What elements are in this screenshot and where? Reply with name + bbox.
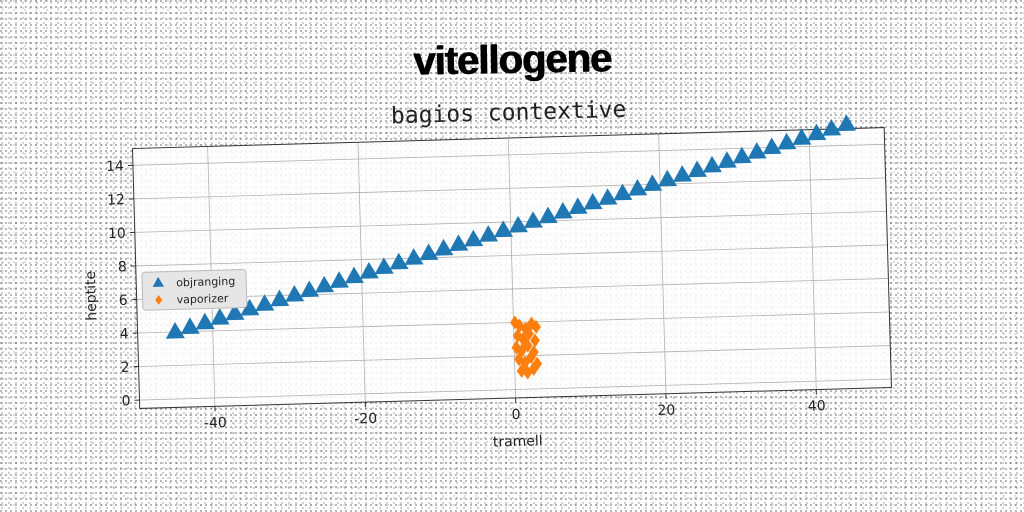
legend-label-vaporizer: vaporizer bbox=[177, 292, 229, 306]
y-tick-label: 2 bbox=[120, 360, 129, 376]
legend-label-objranging: objranging bbox=[176, 275, 235, 290]
point-objranging bbox=[837, 114, 856, 131]
x-tick-label: 40 bbox=[808, 398, 826, 414]
y-tick-label: 8 bbox=[118, 259, 127, 275]
y-axis-label: heptite bbox=[83, 271, 100, 321]
x-tick-label: -20 bbox=[354, 411, 377, 428]
chart-title: bagios contextive bbox=[391, 97, 627, 130]
y-tick-label: 6 bbox=[119, 293, 128, 309]
x-axis-label: tramell bbox=[493, 433, 543, 450]
legend: objranging vaporizer bbox=[142, 269, 247, 310]
y-tick-label: 10 bbox=[108, 226, 126, 242]
x-tick-label: -40 bbox=[204, 415, 227, 432]
x-tick-label: 0 bbox=[511, 407, 520, 423]
y-tick-label: 14 bbox=[106, 159, 124, 175]
y-tick-label: 0 bbox=[121, 393, 130, 409]
x-tick-label: 20 bbox=[657, 402, 675, 418]
y-tick-label: 12 bbox=[107, 192, 125, 208]
y-tick-label: 4 bbox=[120, 326, 129, 342]
point-objranging bbox=[822, 119, 841, 136]
